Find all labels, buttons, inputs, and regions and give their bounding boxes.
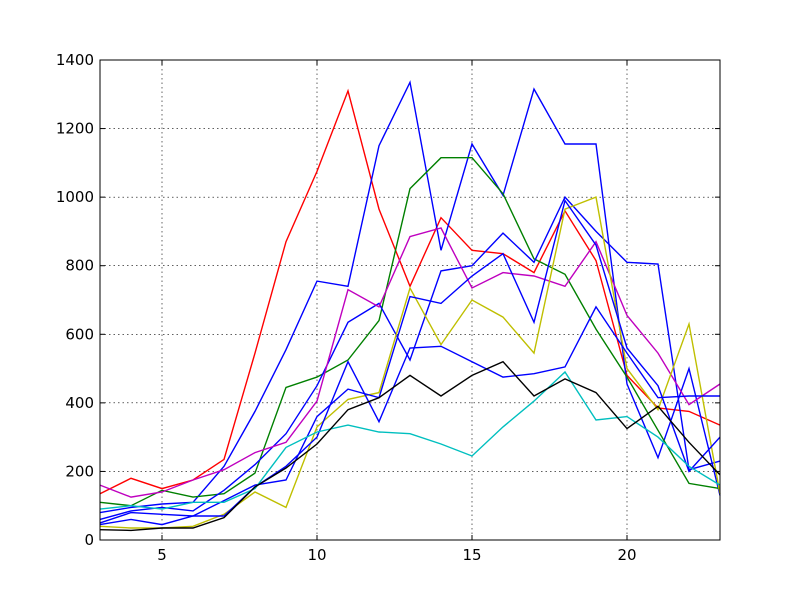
y-tick-label: 1000: [56, 188, 94, 206]
x-tick-label: 5: [157, 546, 167, 564]
series-line-5: [99, 227, 721, 498]
y-tick-label: 200: [65, 462, 94, 480]
y-tick-label: 0: [84, 531, 94, 549]
series-line-10: [99, 360, 721, 532]
series-lines: [99, 80, 721, 532]
y-tick-label: 400: [65, 394, 94, 412]
y-tick-label: 1200: [56, 120, 94, 138]
series-line-7: [99, 198, 721, 524]
series-line-8: [99, 305, 720, 526]
y-tick-label: 1400: [56, 51, 94, 69]
y-tick-label: 600: [65, 325, 94, 343]
grid: [100, 60, 720, 540]
y-tick-label: 800: [65, 257, 94, 275]
series-line-4: [99, 195, 721, 521]
series-line-3: [99, 156, 721, 507]
x-tick-label: 20: [617, 546, 636, 564]
x-tick-label: 15: [462, 546, 481, 564]
series-line-2: [99, 80, 721, 514]
x-tick-label: 10: [307, 546, 326, 564]
series-line-9: [99, 370, 721, 510]
plot-frame: [99, 59, 721, 541]
